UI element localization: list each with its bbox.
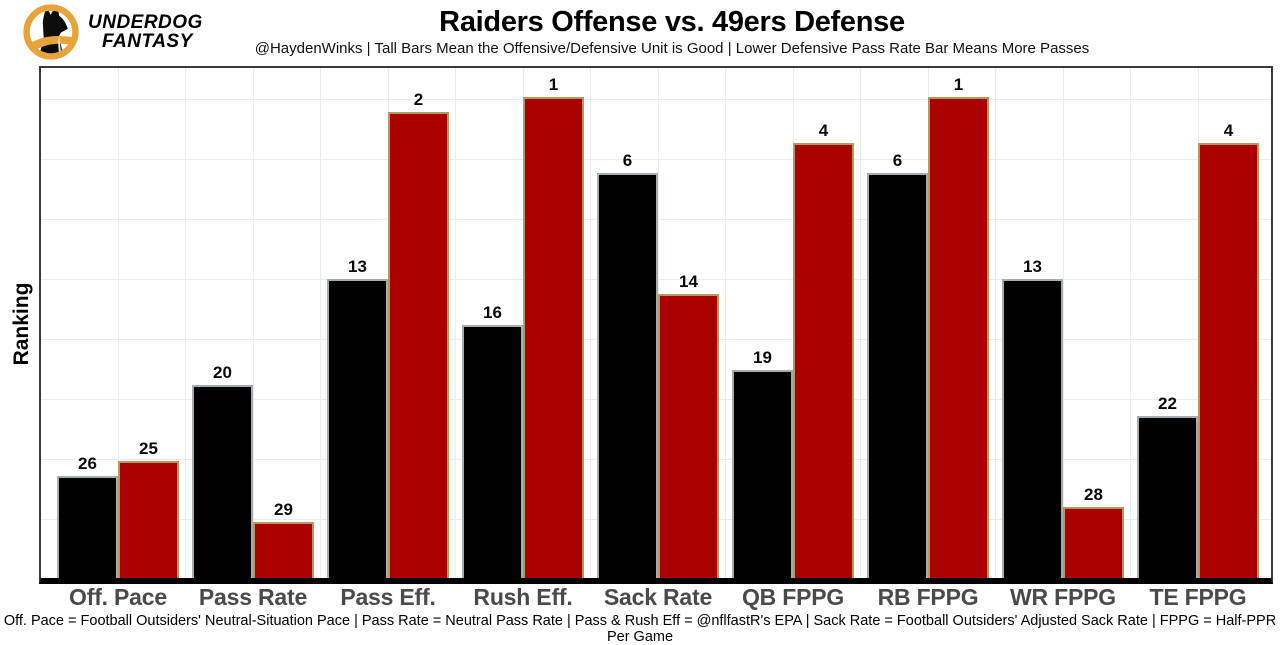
bar-group-sack-rate: 6 14 (597, 68, 719, 578)
bar-value-49ers-defense-rush-eff: 1 (548, 75, 559, 94)
bar-group-pass-eff: 13 2 (327, 68, 449, 578)
bar-raiders-offense-rb-fppg (867, 173, 928, 578)
bar-value-raiders-offense-pass-rate: 20 (213, 363, 232, 382)
bar-49ers-defense-pass-eff (388, 112, 449, 578)
bar-value-49ers-defense-wr-fppg: 28 (1084, 485, 1103, 504)
gridline-vertical-minor (725, 68, 726, 578)
bar-value-raiders-offense-rush-eff: 16 (483, 303, 502, 322)
bar-value-49ers-defense-te-fppg: 4 (1223, 121, 1234, 140)
gridline-vertical-minor (590, 68, 591, 578)
bar-raiders-offense-sack-rate (597, 173, 658, 578)
bar-value-raiders-offense-wr-fppg: 13 (1023, 257, 1042, 276)
gridline-vertical (253, 68, 254, 578)
bar-value-raiders-offense-te-fppg: 22 (1158, 394, 1177, 413)
x-tick-sack-rate: Sack Rate (603, 584, 713, 610)
bar-value-49ers-defense-off-pace: 25 (139, 439, 158, 458)
chart-title: Raiders Offense vs. 49ers Defense (439, 6, 905, 38)
underdog-dog-icon (23, 4, 79, 60)
bar-49ers-defense-pass-rate (253, 522, 314, 578)
bar-raiders-offense-pass-rate (192, 385, 253, 578)
bar-group-qb-fppg: 19 4 (732, 68, 854, 578)
gridline-vertical-minor (995, 68, 996, 578)
bar-raiders-offense-rush-eff (462, 325, 523, 578)
gridline-vertical-minor (320, 68, 321, 578)
y-axis-label: Ranking (10, 282, 33, 366)
bar-group-off-pace: 26 25 (57, 68, 179, 578)
bar-raiders-offense-pass-eff (327, 279, 388, 578)
gridline-horizontal (41, 159, 1271, 160)
bar-raiders-offense-wr-fppg (1002, 279, 1063, 578)
bar-value-raiders-offense-sack-rate: 6 (622, 151, 633, 170)
bar-value-raiders-offense-off-pace: 26 (78, 454, 97, 473)
brand-wordmark: UNDERDOG FANTASY (88, 13, 203, 51)
footnote: Off. Pace = Football Outsiders' Neutral-… (3, 613, 1277, 645)
bar-49ers-defense-rush-eff (523, 97, 584, 578)
x-tick-pass-rate: Pass Rate (198, 584, 308, 610)
x-tick-pass-eff: Pass Eff. (340, 584, 436, 610)
bar-raiders-offense-off-pace (57, 476, 118, 578)
bar-group-rush-eff: 16 1 (462, 68, 584, 578)
bar-49ers-defense-qb-fppg (793, 143, 854, 578)
bar-value-49ers-defense-pass-rate: 29 (274, 500, 293, 519)
bar-value-raiders-offense-pass-eff: 13 (348, 257, 367, 276)
gridline-vertical-minor (860, 68, 861, 578)
gridline-vertical-minor (1130, 68, 1131, 578)
x-tick-wr-fppg: WR FPPG (1010, 584, 1116, 610)
x-axis-labels: Off. Pace Pass Rate Pass Eff. Rush Eff. Sack… (0, 584, 1280, 612)
gridline-vertical-minor (455, 68, 456, 578)
bar-49ers-defense-te-fppg (1198, 143, 1259, 578)
bar-value-raiders-offense-rb-fppg: 6 (892, 151, 903, 170)
bar-value-49ers-defense-sack-rate: 14 (679, 272, 698, 291)
bar-raiders-offense-qb-fppg (732, 370, 793, 578)
bar-group-te-fppg: 22 4 (1137, 68, 1259, 578)
bar-group-wr-fppg: 13 28 (1002, 68, 1124, 578)
gridline-vertical-minor (185, 68, 186, 578)
x-tick-rb-fppg: RB FPPG (877, 584, 979, 610)
brand-line-underdog: UNDERDOG (88, 12, 203, 33)
gridline-horizontal (41, 99, 1271, 100)
bar-value-raiders-offense-qb-fppg: 19 (753, 348, 772, 367)
x-tick-te-fppg: TE FPPG (1149, 584, 1247, 610)
bar-value-49ers-defense-rb-fppg: 1 (953, 75, 964, 94)
bar-49ers-defense-off-pace (118, 461, 179, 578)
x-tick-qb-fppg: QB FPPG (741, 584, 845, 610)
plot-area: 26 25 20 29 13 2 16 1 6 14 19 4 6 1 13 28 22 4 (39, 66, 1273, 584)
bar-49ers-defense-sack-rate (658, 294, 719, 578)
bar-49ers-defense-wr-fppg (1063, 507, 1124, 578)
bar-group-pass-rate: 20 29 (192, 68, 314, 578)
chart-subtitle: @HaydenWinks | Tall Bars Mean the Offens… (254, 40, 1090, 57)
bar-value-49ers-defense-pass-eff: 2 (413, 90, 424, 109)
bar-raiders-offense-te-fppg (1137, 416, 1198, 578)
brand-line-fantasy: FANTASY (102, 31, 193, 52)
bar-value-49ers-defense-qb-fppg: 4 (818, 121, 829, 140)
bar-49ers-defense-rb-fppg (928, 97, 989, 578)
x-tick-off-pace: Off. Pace (69, 584, 167, 610)
x-tick-rush-eff: Rush Eff. (473, 584, 573, 610)
underdog-fantasy-logo: UNDERDOG FANTASY (22, 3, 222, 61)
gridline-vertical (118, 68, 119, 578)
gridline-vertical (1063, 68, 1064, 578)
